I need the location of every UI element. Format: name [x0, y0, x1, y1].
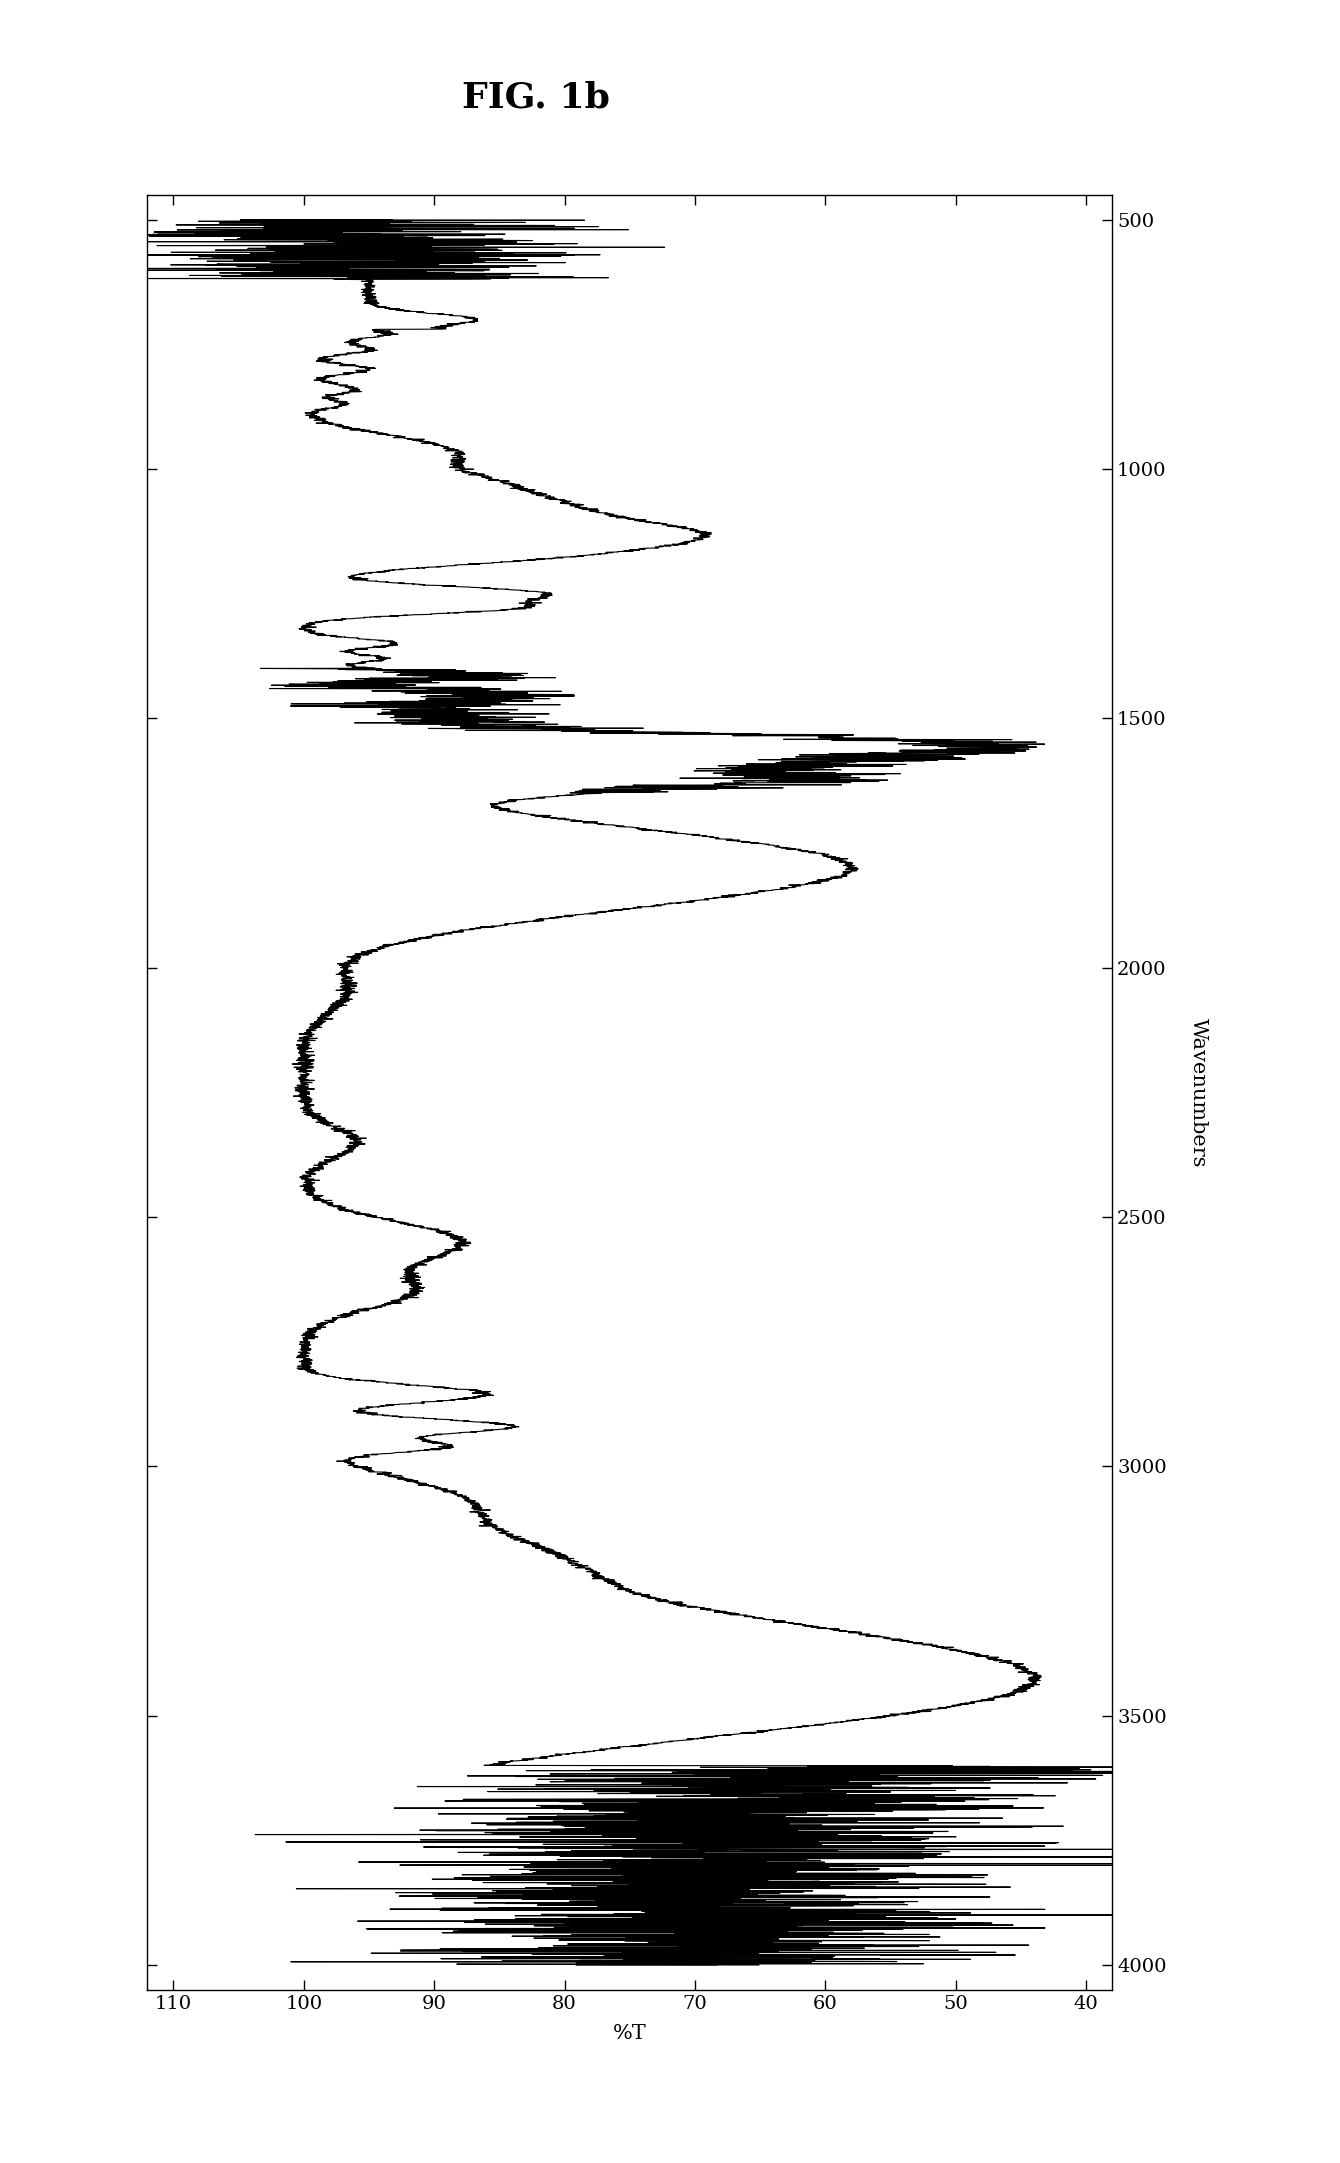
X-axis label: %T: %T — [612, 2025, 647, 2042]
Text: FIG. 1b: FIG. 1b — [462, 80, 610, 115]
Y-axis label: Wavenumbers: Wavenumbers — [1190, 1017, 1209, 1168]
